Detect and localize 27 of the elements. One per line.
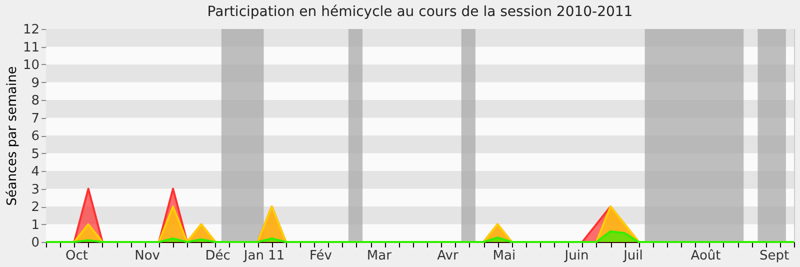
x-tick-label: Oct: [66, 248, 88, 264]
y-tick-label: 3: [31, 182, 40, 198]
y-tick-label: 2: [31, 200, 40, 215]
x-tick-label: Déc: [205, 248, 230, 264]
x-tick-label: Nov: [134, 248, 160, 264]
y-tick-label: 11: [22, 40, 40, 56]
y-tick-label: 12: [22, 22, 40, 38]
y-tick-label: 0: [31, 236, 40, 250]
y-tick-label: 10: [22, 58, 40, 73]
y-axis-title: Séances par semaine: [4, 66, 20, 206]
y-tick-label: 7: [31, 111, 40, 126]
y-tick-label: 9: [31, 76, 40, 91]
x-tick-label: Jan 11: [242, 248, 285, 264]
x-tick-label: Août: [690, 248, 721, 264]
x-tick-label: Avr: [437, 248, 459, 264]
x-tick-label: Mai: [492, 248, 516, 264]
x-tick-label: Sept: [760, 248, 790, 264]
y-tick-label: 6: [31, 129, 40, 144]
y-tick-label: 4: [31, 164, 40, 180]
x-tick-label: Fév: [309, 248, 332, 264]
x-tick-label: Mar: [366, 248, 392, 264]
x-tick-label: Juin: [564, 248, 589, 264]
x-tick-label: Juil: [622, 248, 643, 264]
chart-title: Participation en hémicycle au cours de la session 2010-2011: [207, 4, 633, 20]
y-tick-label: 8: [31, 94, 40, 108]
y-tick-label: 5: [31, 146, 40, 162]
y-tick-label: 1: [31, 218, 40, 233]
